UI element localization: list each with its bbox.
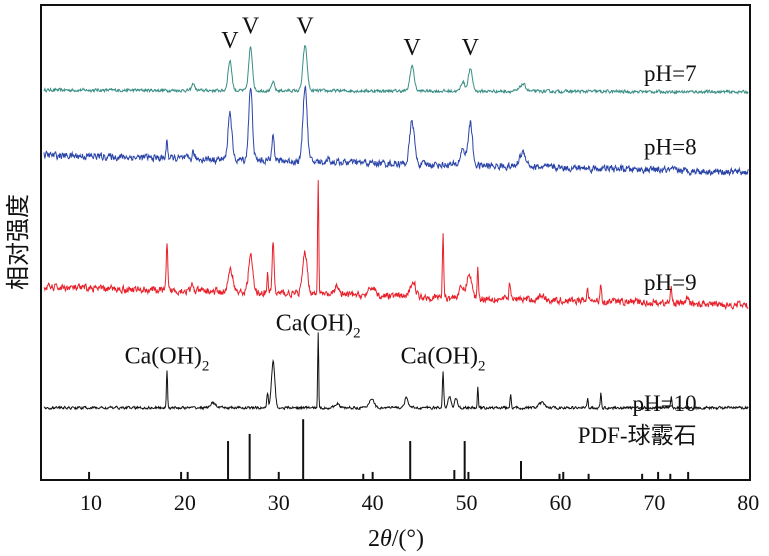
x-tick-label: 80 bbox=[737, 490, 759, 515]
x-tick-label: 50 bbox=[456, 490, 478, 515]
plot-frame bbox=[40, 4, 751, 481]
x-axis-ticks: 10 20 30 40 50 60 70 80 bbox=[80, 490, 759, 515]
series-label: pH=8 bbox=[644, 135, 697, 160]
x-tick-label: 30 bbox=[268, 490, 290, 515]
series-line-ph-8 bbox=[43, 84, 749, 177]
series-label: pH=10 bbox=[633, 391, 697, 416]
x-tick-label: 40 bbox=[362, 490, 384, 515]
phase-label-caoh2: Ca(OH)2 bbox=[276, 310, 361, 341]
traces bbox=[43, 45, 749, 411]
phase-label-vaterite: V bbox=[462, 35, 480, 61]
x-tick-label: 70 bbox=[643, 490, 665, 515]
phase-label-vaterite: V bbox=[296, 14, 314, 40]
x-axis-label: 2θ/(°) bbox=[368, 526, 424, 552]
series-line-ph-9 bbox=[43, 180, 749, 311]
phase-label-vaterite: V bbox=[403, 35, 421, 61]
series-label: pH=9 bbox=[644, 270, 697, 295]
x-tick-label: 60 bbox=[549, 490, 571, 515]
phase-label-caoh2: Ca(OH)2 bbox=[401, 344, 486, 375]
series-line-ph-10 bbox=[43, 332, 749, 411]
x-tick-label: 10 bbox=[80, 490, 102, 515]
phase-label-caoh2: Ca(OH)2 bbox=[125, 344, 210, 375]
phase-label-vaterite: V bbox=[221, 28, 239, 54]
phase-label-vaterite: V bbox=[242, 14, 260, 40]
series-label: PDF-球霰石 bbox=[578, 423, 697, 448]
series-label: pH=7 bbox=[644, 61, 697, 86]
reference-sticks bbox=[88, 419, 690, 480]
x-tick-label: 20 bbox=[174, 490, 196, 515]
annotations: VV VV VCa(OH)2Ca(OH)2Ca(OH)2pH=7pH=8pH=9pH… bbox=[125, 14, 697, 448]
y-axis-label: 相对强度 bbox=[5, 194, 32, 290]
series-line-ph-7 bbox=[43, 45, 749, 95]
